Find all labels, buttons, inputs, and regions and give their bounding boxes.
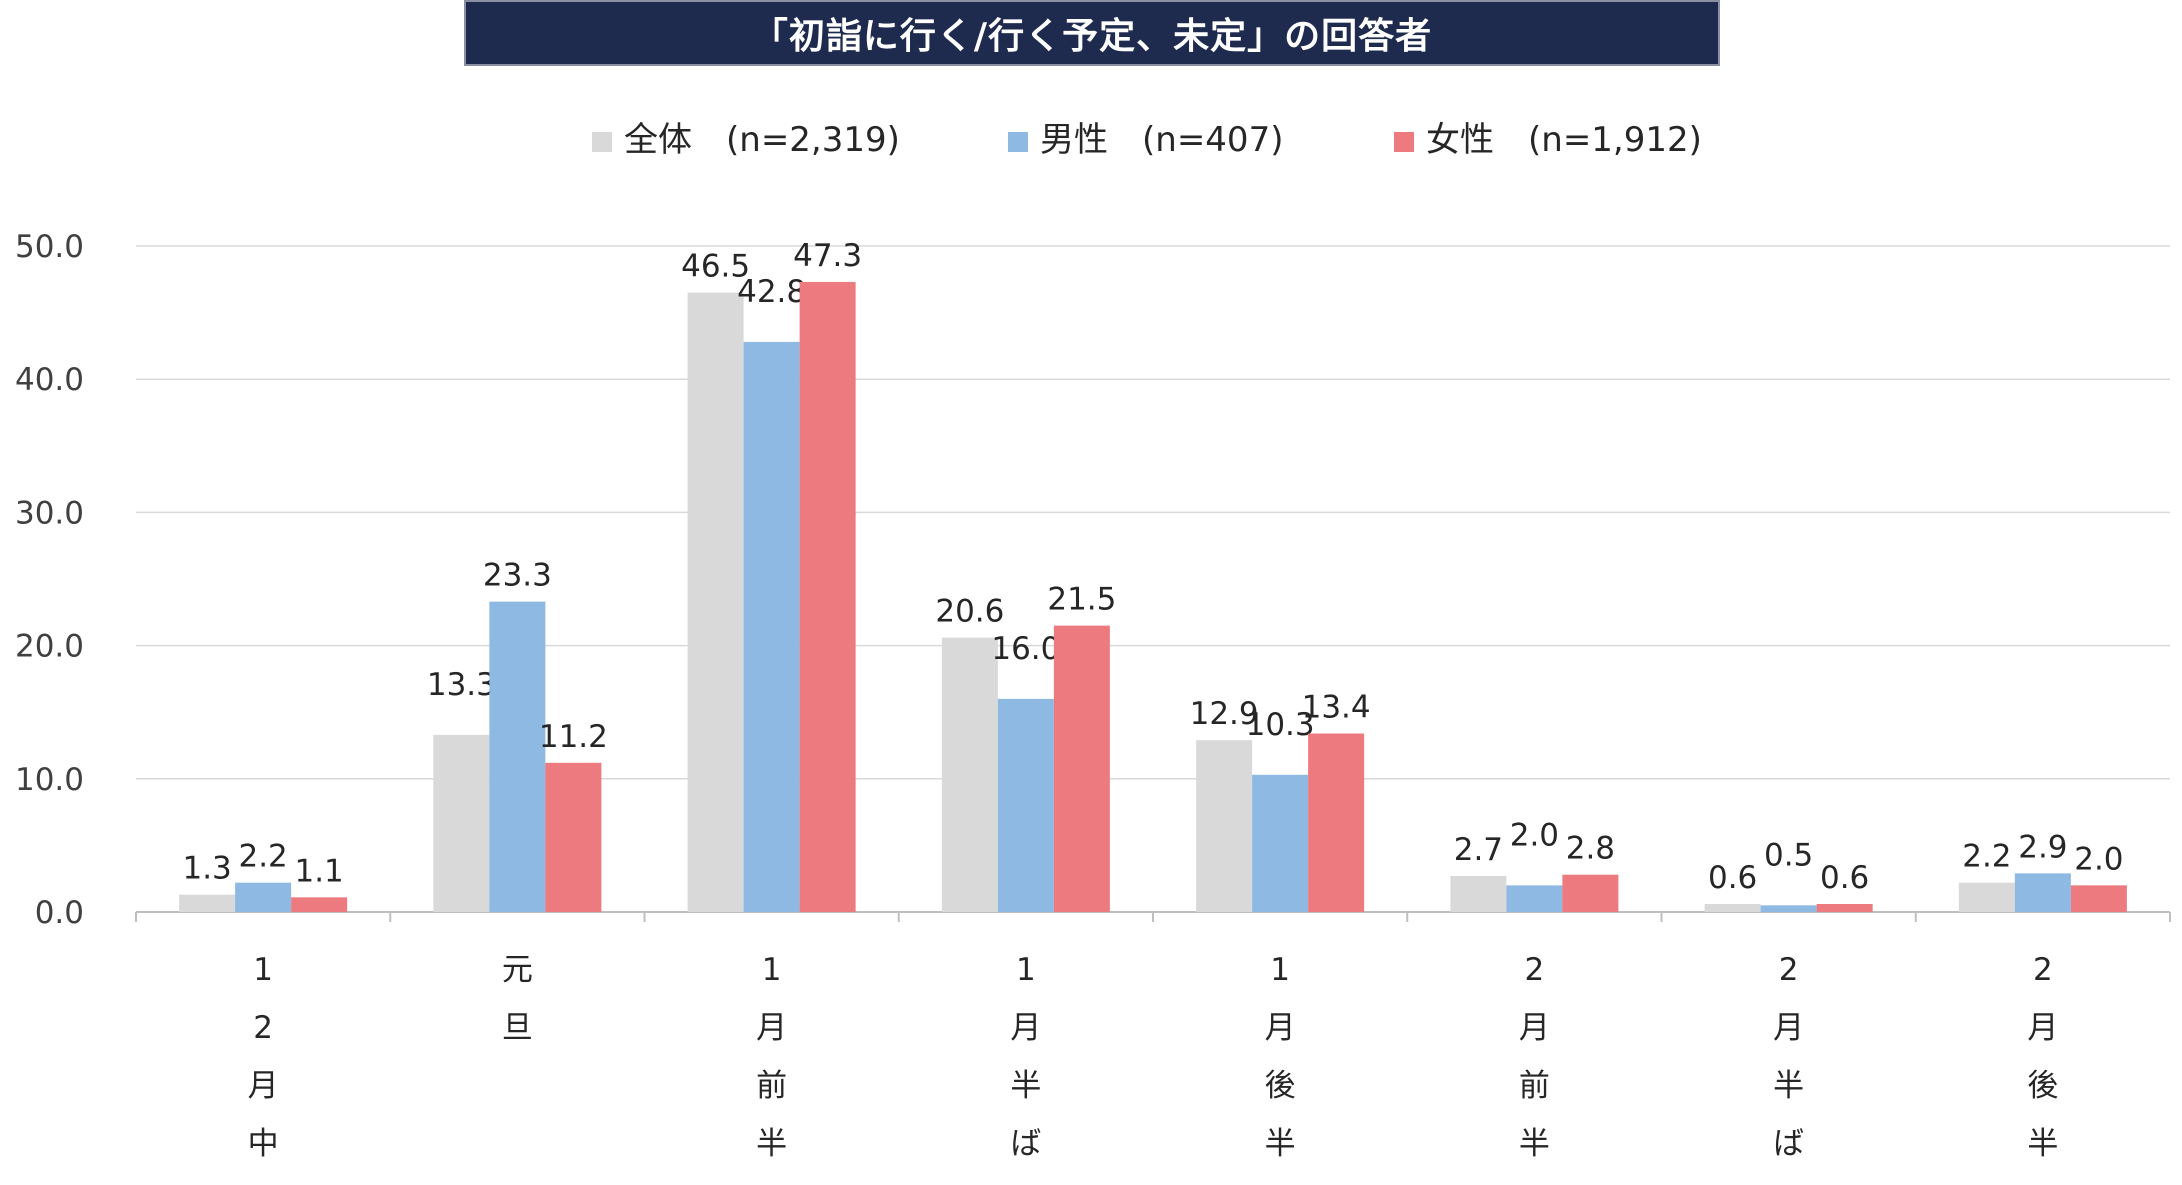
bar [545,762,602,912]
legend: 全体 (n=2,319) 男性 (n=407) 女性 (n=1,912) [0,112,2182,172]
legend-item-female: 女性 (n=1,912) [1394,112,1702,161]
category-label-char: 2 [253,1010,273,1046]
category-label-char: 月 [1519,1010,1550,1046]
bar [1252,774,1309,912]
category-label-char: 半 [1010,1068,1041,1104]
data-label: 23.3 [483,558,552,594]
category-label-char: 前 [1519,1068,1550,1104]
category-label-char: 月 [756,1010,787,1046]
data-label: 12.9 [1190,696,1259,732]
bar [941,637,998,912]
data-label: 20.6 [935,594,1004,630]
bar [1816,904,1873,912]
category-label-char: 2 [1779,952,1799,988]
legend-item-male: 男性 (n=407) [1008,112,1283,161]
bar [1704,904,1761,912]
category-label-char: 後 [1265,1068,1296,1104]
data-label: 13.4 [1302,690,1371,726]
category-label-char: 半 [1773,1068,1804,1104]
category-label-char: 元 [502,952,533,988]
category-label-char: ば [1010,1126,1041,1162]
chart-title: 「初詣に行く/行く予定、未定」の回答者 [751,16,1433,57]
bar [1053,625,1110,912]
category-label-char: 1 [1270,952,1290,988]
data-label: 2.2 [238,839,287,875]
category-label-char: 前 [756,1068,787,1104]
data-label: 0.6 [1820,860,1869,896]
category-label-char: 旦 [502,1010,533,1046]
category-label-char: 月 [248,1068,279,1104]
category-label-char: 2 [2033,952,2053,988]
data-label: 2.0 [2074,841,2123,877]
data-label: 2.0 [1510,817,1559,853]
bar [1506,885,1563,912]
data-label: 11.2 [539,719,608,755]
y-tick-label: 40.0 [15,362,84,398]
category-label-char: 2 [1525,952,1545,988]
data-label: 2.9 [2018,829,2067,865]
bar [1308,733,1365,912]
y-tick-label: 50.0 [15,229,84,265]
data-label: 1.3 [182,851,231,887]
legend-label-female: 女性 (n=1,912) [1426,120,1702,160]
data-label: 0.5 [1764,837,1813,873]
category-label-char: 1 [762,952,782,988]
data-label: 10.3 [1246,707,1315,743]
bar [1450,876,1507,912]
data-label: 42.8 [737,274,806,310]
y-tick-label: 20.0 [15,629,84,665]
legend-item-all: 全体 (n=2,319) [592,112,900,161]
category-label-char: ば [1773,1126,1804,1162]
bar [1958,882,2015,912]
data-label: 16.0 [991,631,1060,667]
chart-title-bar: 「初詣に行く/行く予定、未定」の回答者 [464,0,1720,66]
data-label: 1.1 [294,853,343,889]
category-label-char: 月 [1773,1010,1804,1046]
data-label: 21.5 [1047,582,1116,618]
bar [2070,885,2127,912]
data-label: 2.8 [1566,831,1615,867]
y-tick-label: 30.0 [15,495,84,531]
bar [179,894,236,912]
bar [997,698,1054,912]
category-label-char: 1 [253,952,273,988]
legend-label-male: 男性 (n=407) [1040,120,1284,160]
bar [291,897,348,912]
y-tick-label: 0.0 [35,895,84,931]
legend-swatch-all [592,131,612,152]
bar [1562,874,1619,912]
category-label-char: 半 [1519,1126,1550,1162]
category-label-char: 中 [248,1126,279,1162]
data-label: 2.2 [1962,839,2011,875]
category-label-char: 月 [2027,1010,2058,1046]
bar [1760,905,1817,912]
data-label: 47.3 [793,238,862,274]
category-label-char: 半 [1265,1126,1296,1162]
bar [235,882,292,912]
data-label: 0.6 [1708,860,1757,896]
bar [433,734,490,912]
legend-swatch-male [1008,131,1028,152]
category-label-char: 月 [1010,1010,1041,1046]
category-label-char: 半 [2027,1126,2058,1162]
bar [2014,873,2071,912]
bar [687,292,744,912]
data-label: 13.3 [427,667,496,703]
data-label: 46.5 [681,249,750,285]
bar [743,341,800,912]
category-label-char: 半 [756,1126,787,1162]
bar [799,281,856,912]
bar [489,601,546,912]
y-tick-label: 10.0 [15,762,84,798]
category-label-char: 月 [1265,1010,1296,1046]
category-label-char: 後 [2027,1068,2058,1104]
data-label: 2.7 [1454,832,1503,868]
legend-label-all: 全体 (n=2,319) [624,120,900,160]
category-label-char: 1 [1016,952,1036,988]
legend-swatch-female [1394,131,1414,152]
bar [1196,740,1253,912]
